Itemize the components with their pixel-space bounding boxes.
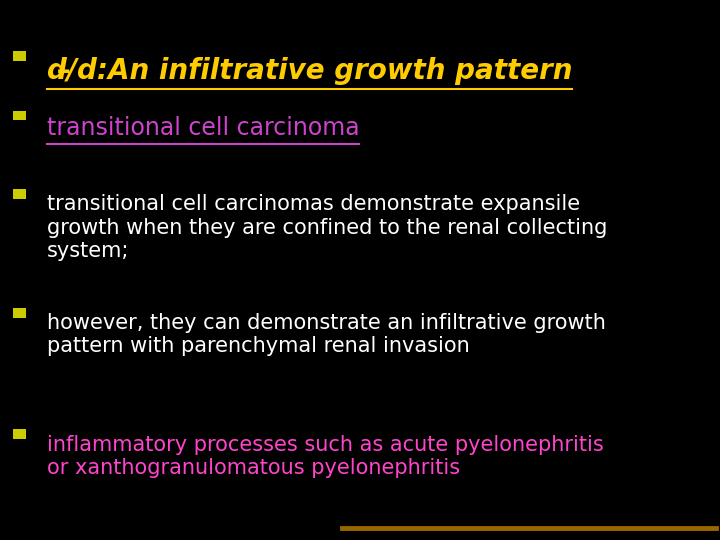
- Text: transitional cell carcinoma: transitional cell carcinoma: [47, 116, 359, 140]
- Bar: [13, 189, 26, 199]
- Bar: [13, 111, 26, 120]
- Bar: [13, 51, 26, 61]
- Text: –: –: [47, 57, 71, 85]
- Bar: [13, 429, 26, 439]
- Text: transitional cell carcinomas demonstrate expansile
growth when they are confined: transitional cell carcinomas demonstrate…: [47, 194, 607, 261]
- Text: inflammatory processes such as acute pyelonephritis
or xanthogranulomatous pyelo: inflammatory processes such as acute pye…: [47, 435, 603, 478]
- Text: d/d:An infiltrative growth pattern: d/d:An infiltrative growth pattern: [47, 57, 572, 85]
- Text: however, they can demonstrate an infiltrative growth
pattern with parenchymal re: however, they can demonstrate an infiltr…: [47, 313, 606, 356]
- Bar: [13, 308, 26, 318]
